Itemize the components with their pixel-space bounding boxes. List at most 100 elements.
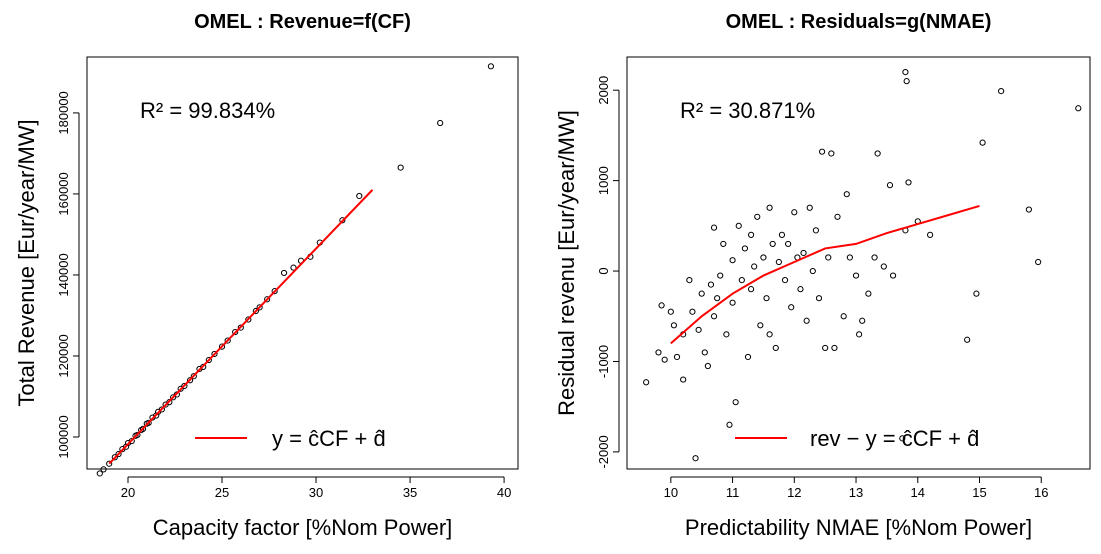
data-point [788,304,795,311]
data-point [237,324,244,331]
data-point [843,191,850,198]
data-point [186,377,194,384]
y-tick-label: 100000 [56,415,71,458]
data-point [115,450,122,458]
data-point [927,231,934,238]
data-point [1035,258,1042,266]
y-tick-label: 2000 [596,76,611,105]
data-point [710,224,718,231]
data-point [704,362,711,370]
data-point [726,421,733,428]
data-point [1075,105,1082,112]
data-point [797,286,804,293]
data-point [781,276,789,284]
fit-line [670,204,980,345]
data-point [205,356,212,364]
data-point [166,399,173,406]
x-tick-label: 30 [309,485,323,500]
data-point [106,460,113,467]
data-point [806,204,813,211]
data-point [280,269,288,277]
x-tick-label: 20 [121,485,135,500]
data-point [673,353,681,361]
y-tick-label: 160000 [56,172,71,215]
data-point [772,344,779,352]
data-point [339,217,346,224]
data-point [701,349,708,356]
data-point [397,164,404,171]
data-point [812,227,820,234]
y-axis-label: Total Revenue [Eur/year/MW] [14,119,39,406]
data-point [760,254,767,261]
data-point [211,350,218,358]
data-point [252,307,259,315]
data-point [190,373,197,380]
x-tick-label: 25 [215,485,229,500]
data-point [815,295,823,302]
data-point [661,356,668,363]
data-point [271,288,278,295]
data-point [778,231,786,238]
data-point [128,437,135,445]
data-point [874,150,881,157]
x-tick-label: 13 [849,485,863,500]
data-point [487,63,495,70]
data-point [828,150,835,157]
data-point [763,295,770,302]
data-point [757,322,764,329]
data-point [886,182,894,189]
data-point [741,245,749,252]
data-point [775,258,782,266]
data-point [707,281,715,288]
data-point [865,290,872,297]
annotation: R² = 99.834% [140,98,275,123]
data-point [834,213,841,220]
fit-line [108,189,374,465]
data-point [245,316,252,323]
data-point [754,213,761,220]
data-point [356,192,363,200]
x-tick-label: 40 [497,485,511,500]
data-point [871,254,878,261]
data-point [714,295,721,302]
data-point [751,263,758,270]
data-point [791,209,798,216]
data-point [96,470,103,477]
data-point [825,254,832,261]
data-point [766,204,773,211]
data-point [224,337,231,344]
data-point [720,240,727,248]
plot-frame [626,56,1091,470]
data-point [852,272,860,279]
data-point [200,363,207,371]
y-tick-label: 180000 [56,91,71,134]
data-point [1025,206,1032,213]
data-point [723,331,730,338]
annotation: R² = 30.871% [680,98,815,123]
data-point [173,391,180,398]
data-point [899,435,906,442]
data-point [822,344,829,352]
data-point [655,349,662,356]
data-point [145,419,152,426]
y-tick-label: -1000 [596,345,611,378]
x-axis-label: Predictability NMAE [%Nom Power] [685,515,1032,540]
data-point [111,454,118,461]
data-point [264,296,271,303]
data-point [818,148,826,155]
chart-title: OMEL : Residuals=g(NMAE) [726,11,992,33]
data-point [973,290,980,297]
data-point [905,179,912,186]
data-point [123,443,130,450]
data-point [680,376,687,383]
data-point [729,299,736,306]
data-point [139,425,147,432]
data-point [880,263,887,270]
data-point [738,276,745,284]
data-point [902,69,909,76]
data-point [903,78,910,85]
data-point [889,272,897,279]
data-point [134,431,141,439]
plot-frame [86,56,519,470]
